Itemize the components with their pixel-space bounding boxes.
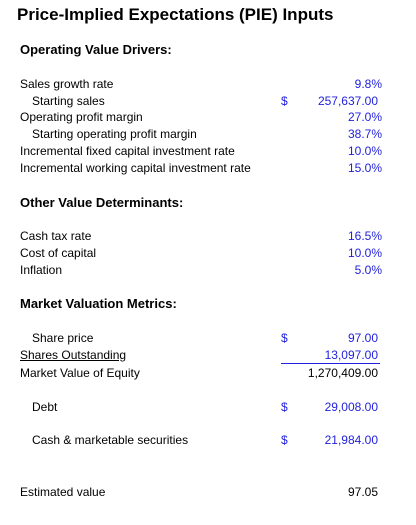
sales-growth-label: Sales growth rate (20, 77, 114, 91)
shares-outstanding-label: Shares Outstanding (20, 348, 127, 362)
start-op-margin-value[interactable]: 38.7% (347, 127, 382, 141)
market-value-equity-label: Market Value of Equity (20, 366, 140, 380)
cash-securities-currency: $ (281, 433, 288, 447)
starting-sales-currency: $ (281, 94, 288, 108)
debt-currency: $ (281, 400, 288, 414)
market-value-equity-value: 1,270,409.00 (307, 366, 378, 380)
section-heading-operating: Operating Value Drivers: (20, 42, 172, 57)
debt-label: Debt (32, 400, 58, 414)
share-price-value[interactable]: 97.00 (347, 331, 378, 345)
cash-tax-label: Cash tax rate (20, 229, 92, 243)
page-title: Price-Implied Expectations (PIE) Inputs (17, 5, 334, 24)
cost-capital-label: Cost of capital (20, 246, 97, 260)
starting-sales-label: Starting sales (32, 94, 105, 108)
cash-securities-label: Cash & marketable securities (32, 433, 189, 447)
starting-sales-value[interactable]: 257,637.00 (317, 94, 378, 108)
subtotal-rule (281, 363, 380, 364)
estimated-value-label: Estimated value (20, 485, 106, 499)
working-capital-value[interactable]: 15.0% (347, 161, 382, 175)
shares-outstanding-value[interactable]: 13,097.00 (324, 348, 378, 362)
sales-growth-value[interactable]: 9.8% (354, 77, 382, 91)
section-heading-market: Market Valuation Metrics: (20, 296, 177, 311)
section-heading-other: Other Value Determinants: (20, 195, 184, 210)
fixed-capital-label: Incremental fixed capital investment rat… (20, 144, 235, 158)
inflation-value[interactable]: 5.0% (354, 263, 382, 277)
debt-value[interactable]: 29,008.00 (324, 400, 378, 414)
estimated-value-value: 97.05 (347, 485, 378, 499)
share-price-currency: $ (281, 331, 288, 345)
start-op-margin-label: Starting operating profit margin (32, 127, 197, 141)
op-margin-value[interactable]: 27.0% (347, 110, 382, 124)
inflation-label: Inflation (20, 263, 63, 277)
op-margin-label: Operating profit margin (20, 110, 143, 124)
cash-tax-value[interactable]: 16.5% (347, 229, 382, 243)
cash-securities-value[interactable]: 21,984.00 (324, 433, 378, 447)
share-price-label: Share price (32, 331, 94, 345)
cost-capital-value[interactable]: 10.0% (347, 246, 382, 260)
fixed-capital-value[interactable]: 10.0% (347, 144, 382, 158)
working-capital-label: Incremental working capital investment r… (20, 161, 251, 175)
